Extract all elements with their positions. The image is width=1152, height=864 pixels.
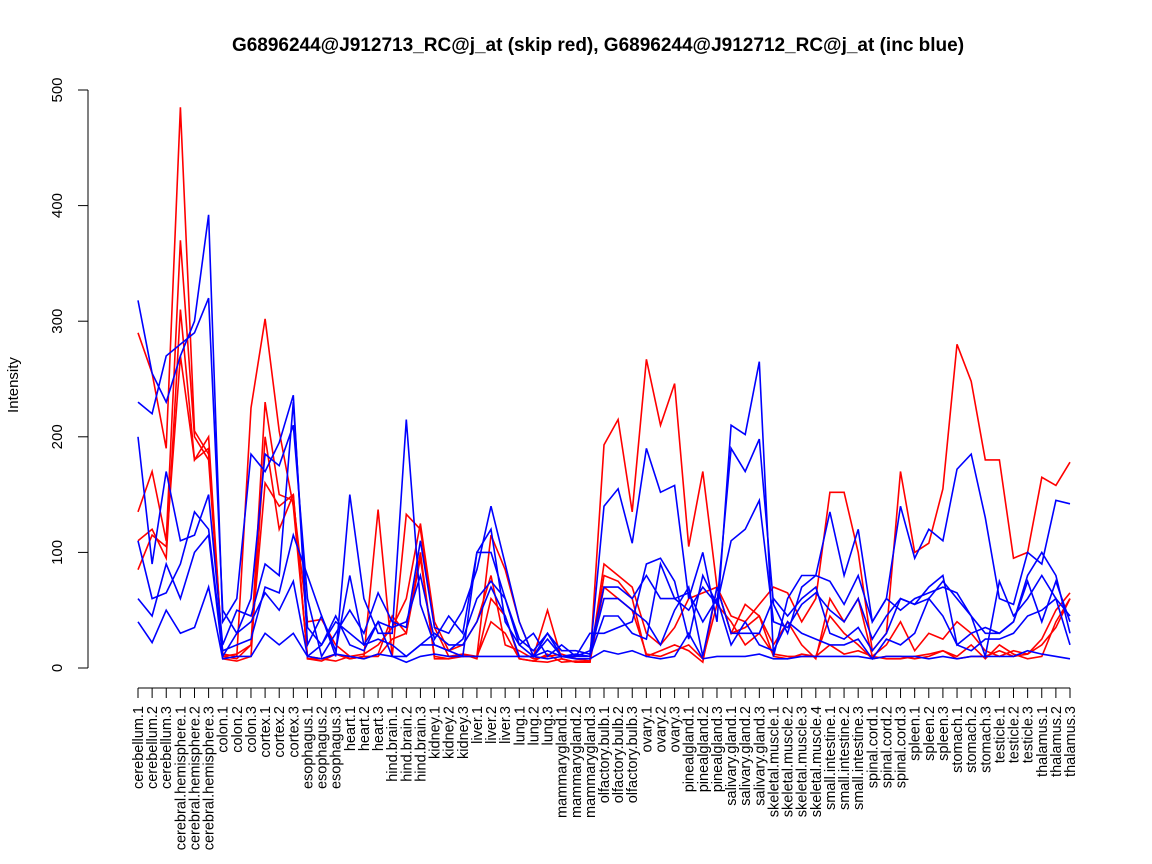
x-tick-label: pinealgland.2 — [696, 706, 712, 792]
x-tick-label: skeletal.muscle.1 — [766, 706, 782, 817]
chart-title: G6896244@J912713_RC@j_at (skip red), G68… — [232, 35, 964, 56]
x-tick-label: olfactory.bulb.2 — [611, 706, 627, 803]
x-tick-label: pinealgland.1 — [682, 706, 698, 792]
y-axis-label: Intensity — [5, 357, 22, 413]
x-tick-label: cortex.1 — [258, 706, 274, 758]
x-tick-label: stomach.3 — [978, 706, 994, 773]
x-tick-label: small.intestine.3 — [851, 706, 867, 810]
x-tick-label: thalamus.1 — [1035, 706, 1051, 777]
x-tick-label: esophagus.1 — [300, 706, 316, 789]
x-tick-label: skeletal.muscle.4 — [809, 706, 825, 817]
series-line-inc-2 — [137, 297, 1071, 659]
x-tick-label: spinal.cord.2 — [879, 706, 895, 788]
x-tick-label: hind.brain.1 — [385, 706, 401, 782]
x-tick-label: cerebral.hemisphere.1 — [173, 706, 189, 850]
x-tick-label: lung.1 — [512, 706, 528, 746]
y-axis: 0 100 200 300 400 500 — [49, 77, 89, 672]
x-tick-label: liver.2 — [484, 706, 500, 744]
x-tick-label: heart.3 — [371, 706, 387, 751]
x-tick-label: thalamus.2 — [1049, 706, 1065, 777]
x-tick-label: testicle.1 — [992, 706, 1008, 763]
x-tick-label: olfactory.bulb.1 — [597, 706, 613, 803]
series-line-inc-6 — [137, 584, 1071, 664]
x-tick-label: lung.3 — [541, 706, 557, 746]
y-tick-label: 200 — [49, 424, 66, 449]
x-tick-label: heart.2 — [357, 706, 373, 751]
x-tick-label: hind.brain.3 — [413, 706, 429, 782]
y-tick-label: 100 — [49, 540, 66, 565]
x-tick-label: cerebral.hemisphere.3 — [202, 706, 218, 850]
x-tick-label: colon.1 — [216, 706, 232, 753]
x-axis: cerebellum.1cerebellum.2cerebellum.3cere… — [131, 687, 1079, 850]
x-tick-label: cerebellum.1 — [131, 706, 147, 789]
x-tick-label: stomach.1 — [950, 706, 966, 773]
x-tick-label: kidney.3 — [456, 706, 472, 759]
x-tick-label: cerebellum.2 — [145, 706, 161, 789]
x-tick-label: mammarygland.2 — [569, 706, 585, 818]
x-tick-label: spleen.3 — [936, 706, 952, 761]
x-tick-label: cortex.2 — [272, 706, 288, 758]
x-tick-label: heart.1 — [343, 706, 359, 751]
x-tick-label: cerebral.hemisphere.2 — [187, 706, 203, 850]
x-tick-label: kidney.1 — [428, 706, 444, 759]
x-tick-label: mammarygland.3 — [583, 706, 599, 818]
x-tick-label: spinal.cord.3 — [894, 706, 910, 788]
x-tick-label: kidney.2 — [442, 706, 458, 759]
x-tick-label: small.intestine.2 — [837, 706, 853, 810]
x-tick-label: testicle.2 — [1007, 706, 1023, 763]
x-tick-label: spinal.cord.1 — [865, 706, 881, 788]
x-tick-label: ovary.1 — [639, 706, 655, 752]
x-tick-label: hind.brain.2 — [399, 706, 415, 782]
x-tick-label: stomach.2 — [964, 706, 980, 773]
series-line-inc-5 — [137, 533, 1071, 661]
series-line-inc-4 — [137, 510, 1071, 658]
x-tick-label: spleen.2 — [922, 706, 938, 761]
x-tick-label: salivary.gland.1 — [724, 706, 740, 806]
x-tick-label: salivary.gland.2 — [738, 706, 754, 806]
x-tick-label: lung.2 — [526, 706, 542, 746]
y-tick-label: 300 — [49, 309, 66, 334]
x-tick-label: cortex.3 — [286, 706, 302, 758]
x-tick-label: esophagus.2 — [315, 706, 331, 789]
x-tick-label: liver.1 — [470, 706, 486, 744]
x-tick-label: ovary.3 — [668, 706, 684, 752]
x-tick-label: mammarygland.1 — [555, 706, 571, 818]
x-tick-label: olfactory.bulb.3 — [625, 706, 641, 803]
x-tick-label: cerebellum.3 — [159, 706, 175, 789]
x-tick-label: colon.3 — [244, 706, 260, 753]
x-tick-label: salivary.gland.3 — [752, 706, 768, 806]
x-tick-label: ovary.2 — [653, 706, 669, 752]
series-lines — [137, 107, 1071, 664]
x-tick-label: small.intestine.1 — [823, 706, 839, 810]
y-tick-label: 0 — [49, 664, 66, 672]
x-tick-label: spleen.1 — [908, 706, 924, 761]
x-tick-label: skeletal.muscle.3 — [795, 706, 811, 817]
x-tick-label: testicle.3 — [1021, 706, 1037, 763]
x-tick-label: pinealgland.3 — [710, 706, 726, 792]
x-tick-label: esophagus.3 — [329, 706, 345, 789]
x-tick-label: thalamus.3 — [1063, 706, 1079, 777]
y-tick-label: 400 — [49, 193, 66, 218]
y-tick-label: 500 — [49, 77, 66, 102]
x-tick-label: skeletal.muscle.2 — [781, 706, 797, 817]
series-line-inc-1 — [137, 214, 1071, 658]
x-tick-label: liver.3 — [498, 706, 514, 744]
x-tick-label: colon.2 — [230, 706, 246, 753]
